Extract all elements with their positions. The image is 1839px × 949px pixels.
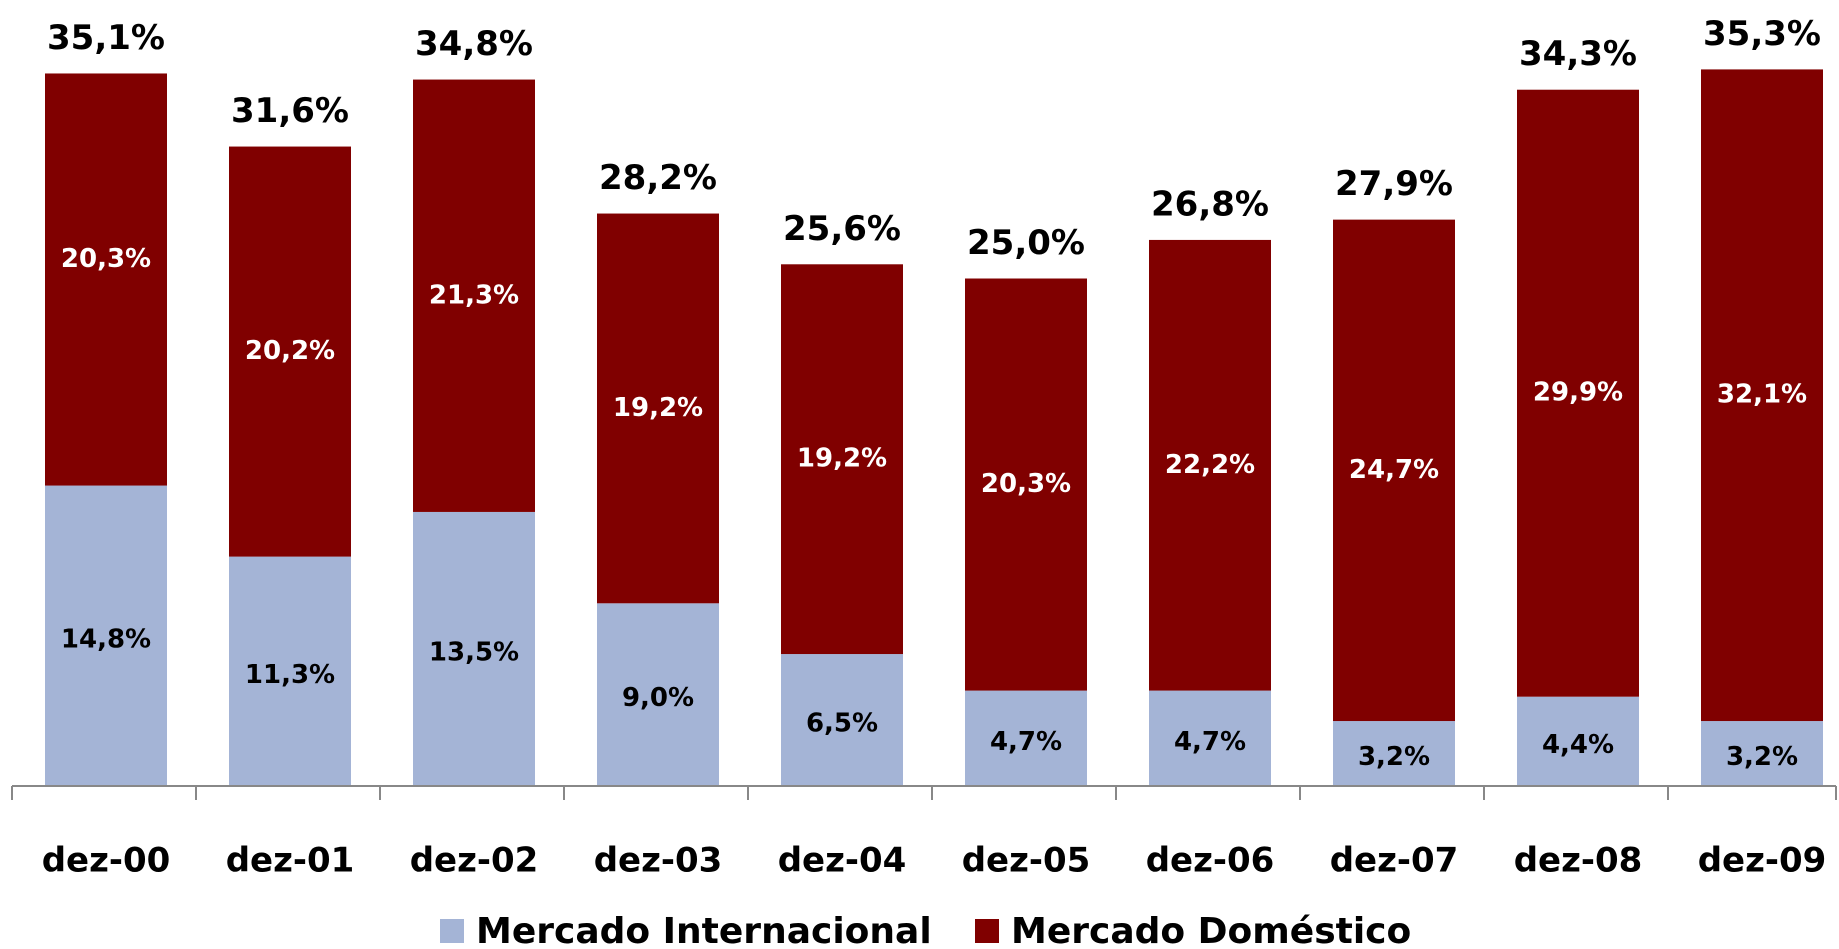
value-label: 19,2% (613, 393, 703, 423)
x-tick-label: dez-07 (1330, 841, 1459, 881)
bar-segment (1701, 69, 1823, 722)
value-label: 20,3% (981, 469, 1071, 499)
value-label: 24,7% (1349, 455, 1439, 485)
x-tick-label: dez-06 (1146, 841, 1275, 881)
total-label: 26,8% (1151, 184, 1269, 224)
legend-swatch (440, 919, 464, 943)
legend-label: Mercado Internacional (476, 911, 932, 949)
value-label: 4,7% (990, 727, 1062, 757)
bar-segment (1333, 219, 1455, 722)
bar-segment (597, 603, 719, 786)
total-label: 35,3% (1703, 14, 1821, 54)
value-label: 11,3% (245, 660, 335, 690)
bar-segment (45, 485, 167, 786)
value-label: 19,2% (797, 444, 887, 474)
bar-segment (1517, 696, 1639, 786)
bar-segment (413, 511, 535, 786)
value-label: 9,0% (622, 683, 694, 713)
total-label: 31,6% (231, 91, 349, 131)
value-label: 4,7% (1174, 727, 1246, 757)
total-label: 28,2% (599, 158, 717, 198)
bar-segment (965, 278, 1087, 691)
x-tick-label: dez-09 (1698, 841, 1827, 881)
total-label: 25,6% (783, 209, 901, 249)
bar-segment (965, 690, 1087, 786)
value-label: 3,2% (1358, 742, 1430, 772)
x-tick-label: dez-01 (226, 841, 355, 881)
value-label: 20,3% (61, 244, 151, 274)
bar-segment (1149, 239, 1271, 691)
bar-segment (229, 556, 351, 786)
legend-swatch (975, 919, 999, 943)
x-tick-label: dez-03 (594, 841, 723, 881)
bar-segment (781, 264, 903, 655)
value-label: 4,4% (1542, 730, 1614, 760)
value-label: 6,5% (806, 709, 878, 739)
total-label: 27,9% (1335, 164, 1453, 204)
total-label: 34,3% (1519, 34, 1637, 74)
bar-segment (1701, 721, 1823, 786)
bar-segment (229, 146, 351, 557)
value-label: 29,9% (1533, 378, 1623, 408)
x-tick-label: dez-05 (962, 841, 1091, 881)
x-tick-label: dez-00 (42, 841, 171, 881)
value-label: 22,2% (1165, 450, 1255, 480)
total-label: 25,0% (967, 223, 1085, 263)
bar-segment (781, 654, 903, 786)
value-label: 32,1% (1717, 380, 1807, 410)
value-label: 3,2% (1726, 742, 1798, 772)
bar-segment (413, 79, 535, 512)
x-tick-label: dez-08 (1514, 841, 1643, 881)
total-label: 34,8% (415, 24, 533, 64)
x-tick-label: dez-02 (410, 841, 539, 881)
value-label: 20,2% (245, 336, 335, 366)
bar-segment (597, 213, 719, 604)
legend-label: Mercado Doméstico (1011, 911, 1411, 949)
bar-segment (45, 73, 167, 486)
total-label: 35,1% (47, 18, 165, 58)
bar-segment (1149, 690, 1271, 786)
value-label: 13,5% (429, 637, 519, 667)
bar-segment (1517, 89, 1639, 697)
bar-segment (1333, 721, 1455, 786)
x-tick-label: dez-04 (778, 841, 907, 881)
value-label: 14,8% (61, 624, 151, 654)
value-label: 21,3% (429, 280, 519, 310)
